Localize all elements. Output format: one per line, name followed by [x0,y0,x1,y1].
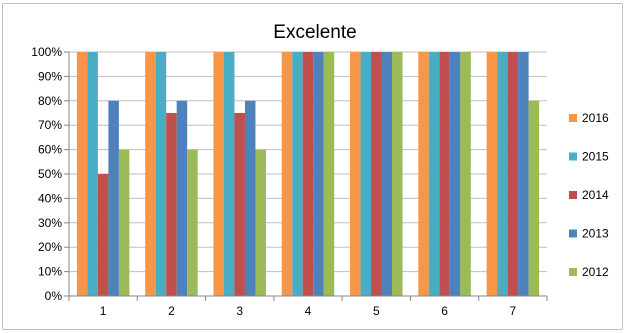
bar [381,52,393,296]
y-tick-label: 60% [38,143,62,157]
x-axis-ticks: 1 2 3 4 5 6 7 [100,304,517,318]
x-tick-label: 1 [100,304,107,318]
x-tick-label: 6 [441,304,448,318]
bar [244,100,256,296]
bar [281,52,293,296]
legend-swatch [569,152,577,161]
bar [145,52,156,296]
x-tick-label: 7 [510,304,517,318]
y-tick-label: 10% [38,265,62,279]
bar [87,52,98,296]
x-tick-label: 2 [168,304,175,318]
legend-label: 2012 [582,265,609,279]
y-tick-label: 70% [38,118,62,132]
bar [97,174,109,296]
bar [118,149,130,296]
chart-title: Excelente [273,22,356,43]
bar [428,52,440,296]
y-tick-label: 0% [45,289,63,303]
legend-swatch [569,191,577,199]
bar [486,52,498,296]
bar [528,100,540,296]
y-tick-label: 30% [38,216,62,230]
y-axis-ticks: 0% 10% 20% 30% 40% 50% 60% 70% 80% 90% 100% [31,45,69,303]
y-tick-label: 90% [38,69,62,83]
bar [439,52,450,296]
bar [292,52,303,296]
bar [76,52,88,296]
bar [255,149,266,296]
x-axis [68,52,548,301]
legend-label: 2013 [582,227,609,241]
bar [360,52,372,296]
bar [371,52,382,296]
legend-swatch [569,114,577,122]
bar [155,52,167,296]
bar [166,113,177,296]
bar [507,52,519,296]
legend-label: 2015 [582,150,609,164]
bar [313,52,324,296]
bar [449,52,461,296]
bar [418,52,429,296]
y-tick-label: 20% [38,240,62,254]
bar [392,52,403,296]
bars [76,52,540,296]
legend-label: 2014 [582,188,609,202]
y-tick-label: 100% [31,45,62,59]
bar [176,100,188,296]
bar [460,52,471,296]
bar [350,52,361,296]
x-tick-label: 5 [373,304,380,318]
x-tick-label: 3 [236,304,243,318]
bar [108,100,119,296]
legend-swatch [569,268,577,276]
bar [518,52,529,296]
bar [302,52,314,296]
bar [223,52,235,296]
bar [234,113,245,296]
y-tick-label: 40% [38,191,62,205]
bar [213,52,224,296]
bar [323,52,335,296]
y-tick-label: 80% [38,94,62,108]
legend-label: 2016 [582,111,609,125]
bar [497,52,508,296]
x-tick-label: 4 [305,304,312,318]
legend-swatch [569,229,577,238]
bar [187,149,198,296]
y-tick-label: 50% [38,167,62,181]
legend: 2016 2015 2014 2013 2012 [569,111,609,279]
